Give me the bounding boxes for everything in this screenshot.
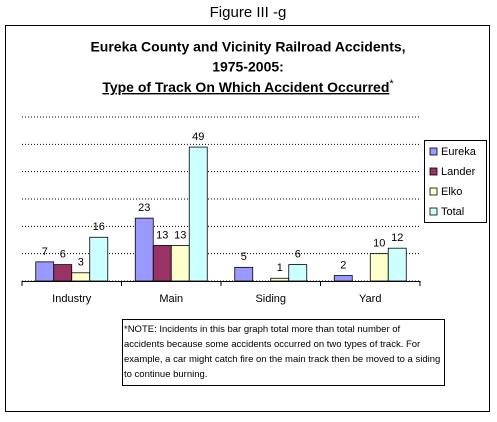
data-label: 2	[340, 259, 346, 271]
bar	[270, 277, 290, 282]
data-label: 3	[78, 257, 84, 269]
x-tick-label: Yard	[359, 293, 381, 305]
data-label: 10	[373, 238, 385, 250]
note-box	[122, 319, 445, 386]
chart-subtitle: Type of Track On Which Accident Occurred…	[102, 78, 394, 95]
data-label: 6	[295, 249, 301, 261]
data-label: 12	[391, 232, 403, 244]
bar	[387, 247, 407, 282]
x-tick-label: Siding	[255, 293, 286, 305]
x-tick-label: Industry	[52, 293, 92, 305]
figure-label: Figure III -g	[210, 4, 287, 21]
bar	[35, 261, 55, 282]
legend-label: Elko	[441, 186, 462, 198]
data-label: 7	[42, 246, 48, 258]
bar	[288, 264, 308, 282]
legend-swatch	[429, 147, 438, 156]
legend-label: Eureka	[441, 146, 477, 158]
legend-swatch	[429, 207, 438, 216]
chart-title: Eureka County and Vicinity Railroad Acci…	[90, 39, 405, 55]
bar	[333, 275, 353, 282]
data-label: 6	[60, 249, 66, 261]
bar	[234, 266, 254, 282]
subtitle-mark: *	[389, 78, 394, 90]
bar	[89, 236, 109, 282]
legend-label: Lander	[441, 166, 476, 178]
bar	[134, 217, 154, 282]
bar	[71, 272, 91, 282]
data-label: 13	[156, 229, 168, 241]
x-tick-label: Main	[159, 293, 183, 305]
bar	[152, 245, 172, 282]
subtitle-text: Type of Track On Which Accident Occurred	[102, 79, 389, 95]
bar	[170, 245, 190, 282]
bar	[188, 146, 208, 282]
note: *NOTE: Incidents in this bar graph total…	[124, 324, 441, 380]
bar	[369, 253, 389, 282]
bar	[53, 264, 73, 282]
data-label: 23	[138, 202, 150, 214]
legend-label: Total	[441, 206, 464, 218]
data-label: 49	[192, 131, 204, 143]
data-label: 16	[93, 221, 105, 233]
data-label: 1	[277, 262, 283, 274]
data-label: 5	[241, 251, 247, 263]
legend-swatch	[429, 187, 438, 196]
data-label: 13	[174, 229, 186, 241]
chart-title: 1975-2005:	[212, 59, 284, 75]
legend-swatch	[429, 167, 438, 176]
